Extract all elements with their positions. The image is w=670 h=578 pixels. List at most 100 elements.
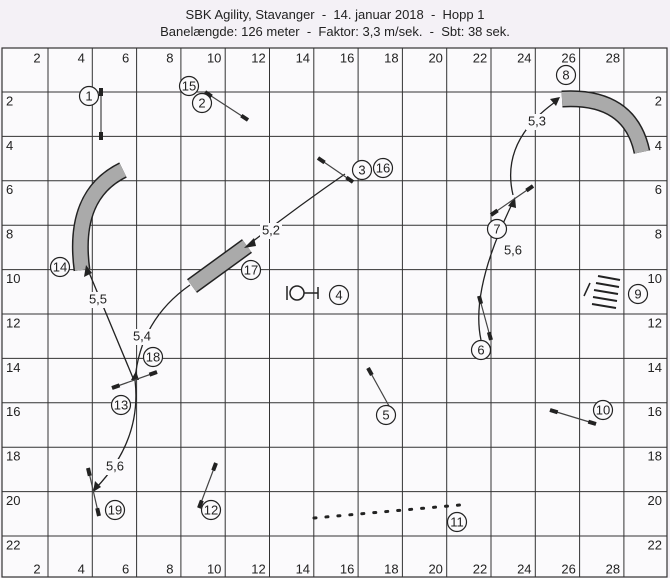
x-label-bottom: 16 <box>340 561 354 576</box>
number-circle <box>49 256 71 278</box>
x-label-bottom: 10 <box>207 561 221 576</box>
distance-label: 5,6 <box>106 458 124 473</box>
number-circle <box>104 499 126 521</box>
jump-wing <box>489 208 499 217</box>
jump-wing <box>477 295 484 305</box>
number-circle <box>200 499 222 521</box>
tunnel <box>561 91 649 154</box>
y-label-right: 6 <box>655 182 662 197</box>
jump-wing <box>366 367 374 376</box>
distance-label: 5,5 <box>89 291 107 306</box>
jumps <box>86 88 597 517</box>
jump-wing <box>240 113 250 122</box>
y-label-right: 16 <box>648 404 662 419</box>
number-circle <box>178 75 200 97</box>
distance-bg <box>131 329 153 345</box>
y-label-left: 18 <box>6 449 20 464</box>
y-label-right: 14 <box>648 360 662 375</box>
arrowheads <box>84 97 560 492</box>
number-circle <box>375 404 397 426</box>
y-label-left: 20 <box>6 493 20 508</box>
jump-wing <box>486 331 493 341</box>
labels: 1 152 3 16 14 17 4 18 13 5 19 12 11 7 6 8 9 10 5,3 5,2 5,6 5,… <box>49 64 649 533</box>
x-label-top: 2 <box>33 50 40 65</box>
obstacles-drawing <box>71 90 651 520</box>
number-circle <box>78 85 100 107</box>
x-label-bottom: 22 <box>473 561 487 576</box>
y-label-left: 2 <box>6 93 13 108</box>
obstacle-number: 15 <box>182 78 196 93</box>
x-label-bottom: 26 <box>561 561 575 576</box>
jump-wing <box>587 419 597 426</box>
x-label-bottom: 4 <box>78 561 85 576</box>
jump-wing <box>111 383 121 390</box>
distance-bg <box>87 292 109 308</box>
y-label-right: 18 <box>648 449 662 464</box>
y-label-right: 10 <box>648 271 662 286</box>
jump-wing <box>345 175 355 184</box>
x-label-top: 8 <box>166 50 173 65</box>
y-label-left: 4 <box>6 138 13 153</box>
number-circle <box>627 283 649 305</box>
obstacle-number: 9 <box>634 286 641 301</box>
x-label-bottom: 12 <box>251 561 265 576</box>
x-label-top: 6 <box>122 50 129 65</box>
obstacle-number: 12 <box>204 502 218 517</box>
number-circle <box>592 399 614 421</box>
jump-bar <box>490 185 534 216</box>
jump-bar <box>87 467 100 517</box>
tunnel <box>73 163 127 271</box>
number-circle <box>372 157 394 179</box>
obstacle-number: 8 <box>562 67 569 82</box>
distance-bg <box>104 459 126 475</box>
course-path <box>87 99 559 489</box>
jump-wing <box>148 370 158 377</box>
number-circle <box>142 346 164 368</box>
tunnel <box>187 240 252 292</box>
x-label-top: 12 <box>251 50 265 65</box>
y-label-right: 20 <box>648 493 662 508</box>
jump-bar <box>204 91 249 121</box>
y-label-right: 2 <box>655 93 662 108</box>
obstacle-number: 10 <box>596 402 610 417</box>
x-label-top: 20 <box>428 50 442 65</box>
number-circle <box>328 284 350 306</box>
y-label-right: 8 <box>655 227 662 242</box>
number-circle <box>486 218 508 240</box>
x-label-bottom: 14 <box>296 561 310 576</box>
number-circle <box>446 511 468 533</box>
jump-wing <box>95 507 101 517</box>
distance-label: 5,3 <box>528 113 546 128</box>
x-label-bottom: 28 <box>606 561 620 576</box>
number-circle <box>240 259 262 281</box>
jump-bar <box>549 409 597 425</box>
x-label-top: 4 <box>78 50 85 65</box>
x-label-top: 28 <box>606 50 620 65</box>
obstacle-number: 18 <box>146 349 160 364</box>
distance-label: 5,6 <box>504 242 522 257</box>
x-label-top: 16 <box>340 50 354 65</box>
obstacle-number: 6 <box>477 342 484 357</box>
title: SBK Agility, Stavanger - 14. januar 2018… <box>185 7 485 22</box>
obstacle-number: 7 <box>493 221 500 236</box>
jump-wing <box>203 90 213 99</box>
distance-label: 5,2 <box>262 222 280 237</box>
table <box>591 275 621 309</box>
obstacle-number: 16 <box>376 160 390 175</box>
distance-bg <box>502 243 524 259</box>
y-label-left: 14 <box>6 360 20 375</box>
number-circle <box>191 92 213 114</box>
jump-wing <box>197 499 204 509</box>
x-label-bottom: 20 <box>428 561 442 576</box>
x-label-top: 26 <box>561 50 575 65</box>
x-label-top: 14 <box>296 50 310 65</box>
distance-bg <box>260 223 282 239</box>
x-label-bottom: 18 <box>384 561 398 576</box>
obstacle-number: 19 <box>108 502 122 517</box>
jump-wing <box>525 184 535 193</box>
dotted-obstacle <box>312 503 462 520</box>
obstacle-number: 3 <box>358 162 365 177</box>
distance-label: 5,4 <box>133 328 151 343</box>
